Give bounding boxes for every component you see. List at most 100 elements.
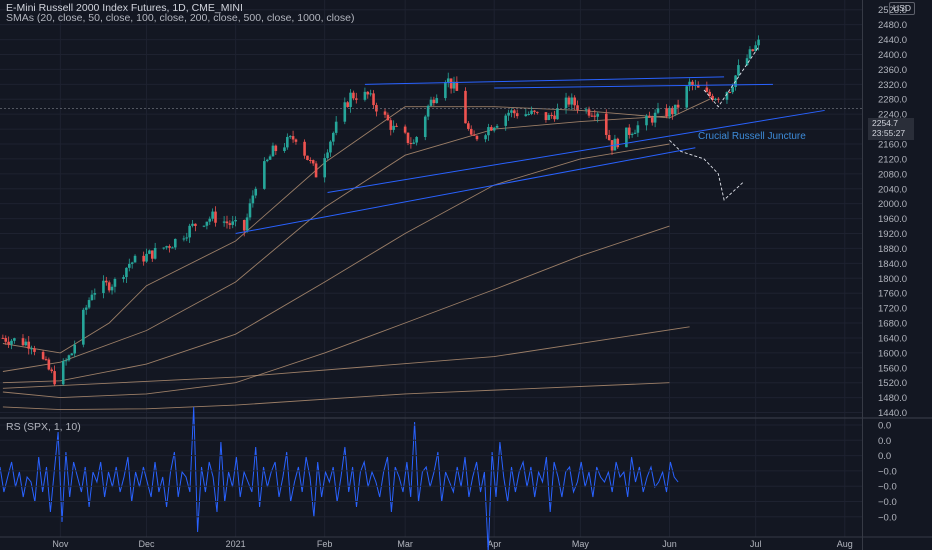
candle-body [90, 294, 94, 301]
rs-tick-label: −0.0 [878, 512, 897, 523]
candle-body [564, 97, 568, 109]
candle-body [73, 344, 77, 354]
candle-body [70, 353, 74, 356]
candle-body [464, 90, 467, 124]
currency-badge[interactable]: USD [889, 2, 915, 15]
candle-body [228, 223, 232, 225]
candle-body [326, 152, 329, 159]
candle-body [1, 337, 5, 339]
candle-body [593, 115, 597, 117]
candle-body [354, 98, 358, 100]
candle-body [570, 97, 574, 105]
candle-body [507, 112, 510, 116]
candle-body [182, 238, 186, 240]
candle-body [573, 97, 576, 106]
candle-body [685, 86, 689, 108]
candle-body [487, 127, 490, 136]
candle-body [265, 159, 269, 162]
candle-body [334, 121, 338, 133]
y-tick-label: 1960.0 [878, 214, 907, 225]
candle-body [372, 93, 375, 106]
candle-body [527, 113, 530, 115]
candle-body [645, 115, 648, 126]
candle-body [234, 220, 237, 222]
candle-body [472, 134, 476, 136]
y-tick-label: 1640.0 [878, 333, 907, 344]
candle-body [205, 221, 209, 226]
candle-body [84, 307, 88, 310]
candle-body [122, 277, 125, 279]
projection-path [669, 139, 745, 201]
trendline [235, 147, 696, 235]
candle-body [13, 338, 16, 341]
candle-body [604, 113, 608, 135]
y-tick-label: 2080.0 [878, 169, 907, 180]
candle-body [82, 309, 85, 345]
y-tick-label: 2120.0 [878, 154, 907, 165]
candle-body [650, 117, 654, 123]
y-tick-label: 2480.0 [878, 20, 907, 31]
y-tick-label: 1440.0 [878, 408, 907, 419]
candle-body [446, 78, 450, 83]
candle-body [150, 250, 154, 259]
candle-body [714, 98, 717, 100]
candle-body [728, 91, 732, 93]
y-tick-label: 2280.0 [878, 95, 907, 106]
candle-body [533, 110, 536, 112]
candle-body [630, 133, 634, 135]
candle-body [665, 108, 668, 117]
y-tick-label: 2240.0 [878, 110, 907, 121]
rs-tick-label: 0.0 [878, 436, 891, 447]
x-tick-label: Jun [662, 539, 677, 549]
candle-body [41, 351, 45, 360]
y-tick-label: 1480.0 [878, 393, 907, 404]
candle-body [231, 221, 235, 225]
candle-body [306, 155, 309, 161]
y-tick-label: 1760.0 [878, 289, 907, 300]
candle-body [484, 135, 487, 140]
candle-body [633, 132, 637, 134]
candle-body [467, 123, 470, 129]
candle-body [567, 97, 571, 105]
candle-body [53, 371, 56, 385]
candle-body [271, 145, 275, 157]
candle-body [668, 107, 671, 117]
candle-body [449, 78, 453, 89]
candle-body [346, 102, 349, 107]
symbol-title[interactable]: E-Mini Russell 2000 Index Futures, 1D, C… [6, 2, 243, 14]
candle-body [395, 125, 398, 127]
candle-body [627, 127, 631, 135]
candle-body [171, 247, 174, 249]
y-tick-label: 2160.0 [878, 140, 907, 151]
candle-body [248, 203, 252, 218]
candle-body [530, 110, 533, 114]
candle-body [513, 110, 516, 114]
candle-body [455, 81, 459, 91]
candle-body [225, 221, 229, 224]
candle-body [717, 98, 720, 100]
candle-body [263, 161, 266, 189]
candle-body [403, 126, 407, 133]
candle-body [648, 115, 651, 118]
candle-body [596, 113, 599, 117]
candle-body [423, 116, 427, 138]
rs-legend[interactable]: RS (SPX, 1, 10) [6, 421, 81, 433]
candle-body [4, 338, 8, 342]
x-tick-label: Apr [487, 539, 501, 549]
chart-annotation: Crucial Russell Juncture [698, 131, 806, 142]
candle-body [303, 141, 306, 156]
candle-body [751, 49, 755, 51]
sma-legend[interactable]: SMAs (20, close, 50, close, 100, close, … [6, 12, 355, 24]
candle-body [691, 81, 694, 86]
candle-body [128, 263, 131, 268]
candle-body [524, 114, 528, 117]
candle-body [274, 145, 278, 152]
candle-body [10, 340, 13, 345]
candle-body [587, 109, 591, 116]
candle-body [44, 359, 48, 361]
sma-line [2, 143, 670, 384]
candle-body [329, 141, 332, 153]
candle-body [47, 359, 51, 370]
rs-tick-label: 0.0 [878, 421, 891, 432]
